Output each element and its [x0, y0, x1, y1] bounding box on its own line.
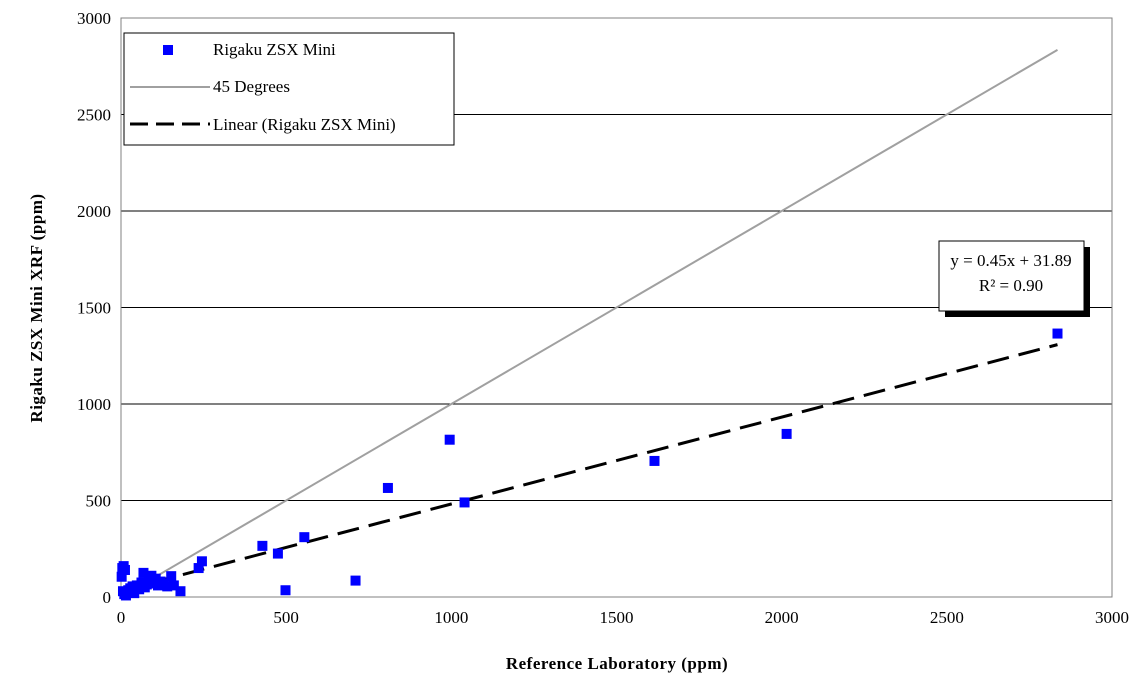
x-tick-label-3000: 3000: [1095, 608, 1129, 627]
series-45-degrees: [120, 48, 1058, 598]
legend-box: [123, 32, 455, 146]
trendline-r-squared: R² = 0.90: [979, 276, 1043, 295]
data-point-36: [382, 482, 393, 493]
data-point-27: [168, 580, 179, 591]
x-tick-label-2000: 2000: [765, 608, 799, 627]
legend-label-linear: Linear (Rigaku ZSX Mini): [213, 115, 396, 134]
legend-marker-square: [163, 45, 173, 55]
legend-label-45-degrees: 45 Degrees: [213, 77, 290, 96]
data-point-33: [280, 585, 291, 596]
y-tick-label-3000: 3000: [77, 9, 111, 28]
series-linear-trendline: [120, 343, 1058, 593]
data-point-30: [196, 556, 207, 567]
data-point-38: [459, 497, 470, 508]
trendline-equation-box: y = 0.45x + 31.89 R² = 0.90: [938, 240, 1090, 317]
series-rigaku-zsx-mini: [116, 328, 1063, 601]
data-point-29: [193, 563, 204, 574]
legend-label-rigaku: Rigaku ZSX Mini: [213, 40, 336, 59]
data-point-3: [119, 564, 130, 575]
x-tick-label-1000: 1000: [434, 608, 468, 627]
trendline-linear: [120, 343, 1058, 593]
x-axis-title: Reference Laboratory (ppm): [506, 654, 728, 673]
data-point-32: [272, 548, 283, 559]
data-point-39: [649, 455, 660, 466]
data-point-31: [257, 540, 268, 551]
y-tick-label-1500: 1500: [77, 299, 111, 318]
y-tick-label-2500: 2500: [77, 106, 111, 125]
x-tick-label-2500: 2500: [930, 608, 964, 627]
y-axis-title: Rigaku ZSX Mini XRF (ppm): [27, 193, 46, 422]
y-tick-labels: 0 500 1000 1500 2000 2500 3000: [77, 9, 111, 607]
data-point-15: [138, 567, 149, 578]
data-point-34: [299, 532, 310, 543]
data-point-35: [350, 575, 361, 586]
data-point-41: [1052, 328, 1063, 339]
data-point-13: [134, 584, 145, 595]
equation-box: [938, 240, 1085, 312]
legend: Rigaku ZSX Mini 45 Degrees Linear (Rigak…: [123, 32, 455, 146]
data-point-0: [116, 571, 127, 582]
y-tick-label-2000: 2000: [77, 202, 111, 221]
data-point-26: [166, 571, 177, 582]
data-point-40: [781, 428, 792, 439]
x-tick-label-0: 0: [117, 608, 126, 627]
data-point-25: [162, 581, 173, 592]
plot-area-frame: [120, 17, 1113, 598]
data-point-28: [175, 586, 186, 597]
x-tick-label-1500: 1500: [600, 608, 634, 627]
data-point-37: [444, 434, 455, 445]
y-tick-label-500: 500: [86, 492, 112, 511]
y-tick-label-1000: 1000: [77, 395, 111, 414]
y-tick-label-0: 0: [103, 588, 112, 607]
trendline-equation: y = 0.45x + 31.89: [950, 251, 1071, 270]
x-tick-label-500: 500: [273, 608, 299, 627]
line-45-degrees: [120, 48, 1058, 598]
x-tick-labels: 0 500 1000 1500 2000 2500 3000: [117, 608, 1129, 627]
